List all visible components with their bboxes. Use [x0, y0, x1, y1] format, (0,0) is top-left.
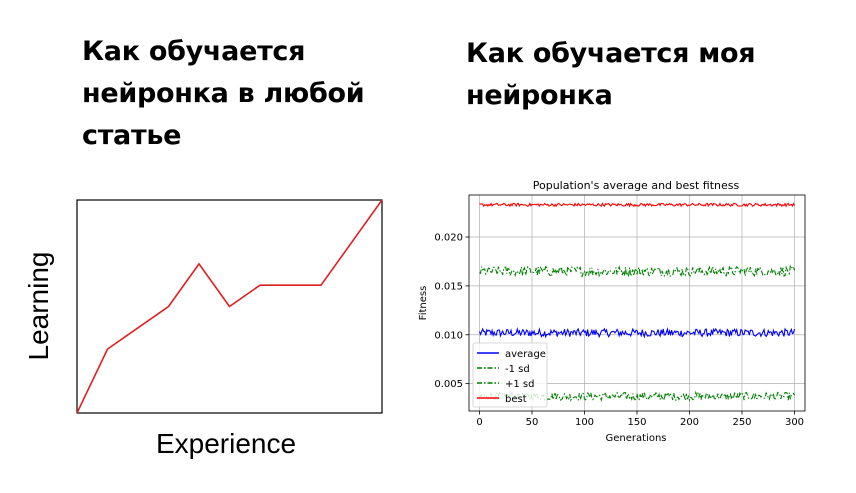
fitness-chart: Population's average and best fitness 0 5… [418, 179, 806, 444]
x-tick-label: 100 [575, 417, 594, 428]
fitness-ticks: 0 50 100 150 200 250 300 0.005 0.010 0.015 0.020 [434, 233, 804, 428]
fitness-y-axis-label: Fitness [418, 286, 429, 321]
ideal-series-line [76, 199, 383, 414]
y-tick-label: 0.010 [434, 330, 463, 341]
fitness-series-1-sd [479, 390, 795, 403]
x-tick-label: 150 [627, 417, 646, 428]
ideal-y-axis-label: Learning [23, 252, 54, 361]
ideal-chart-frame [76, 199, 383, 414]
fitness-series-best [479, 202, 795, 208]
y-tick-label: 0.015 [434, 281, 463, 292]
legend-label-minus-sd: -1 sd [505, 364, 530, 375]
right-caption: Как обучается моя нейронка [466, 38, 756, 111]
y-tick-label: 0.020 [434, 233, 463, 244]
ideal-learning-chart: Experience Learning [23, 199, 383, 459]
ideal-x-axis-label: Experience [156, 428, 296, 459]
fitness-x-axis-label: Generations [606, 433, 667, 444]
legend-label-best: best [505, 394, 527, 405]
fitness-legend: average -1 sd +1 sd best [472, 342, 548, 408]
fitness-series-1-sd [479, 264, 796, 278]
x-tick-label: 50 [526, 417, 539, 428]
fitness-series-group [478, 202, 796, 403]
fitness-series-average [478, 326, 796, 339]
legend-box [472, 342, 548, 408]
x-tick-label: 300 [785, 417, 804, 428]
x-tick-label: 250 [732, 417, 751, 428]
left-caption: Как обучается нейронка в любой статье [82, 36, 365, 151]
legend-label-average: average [505, 349, 546, 360]
y-tick-label: 0.005 [434, 379, 463, 390]
x-tick-label: 0 [476, 417, 482, 428]
x-tick-label: 200 [680, 417, 699, 428]
legend-label-plus-sd: +1 sd [505, 379, 534, 390]
fitness-chart-title: Population's average and best fitness [533, 179, 740, 192]
